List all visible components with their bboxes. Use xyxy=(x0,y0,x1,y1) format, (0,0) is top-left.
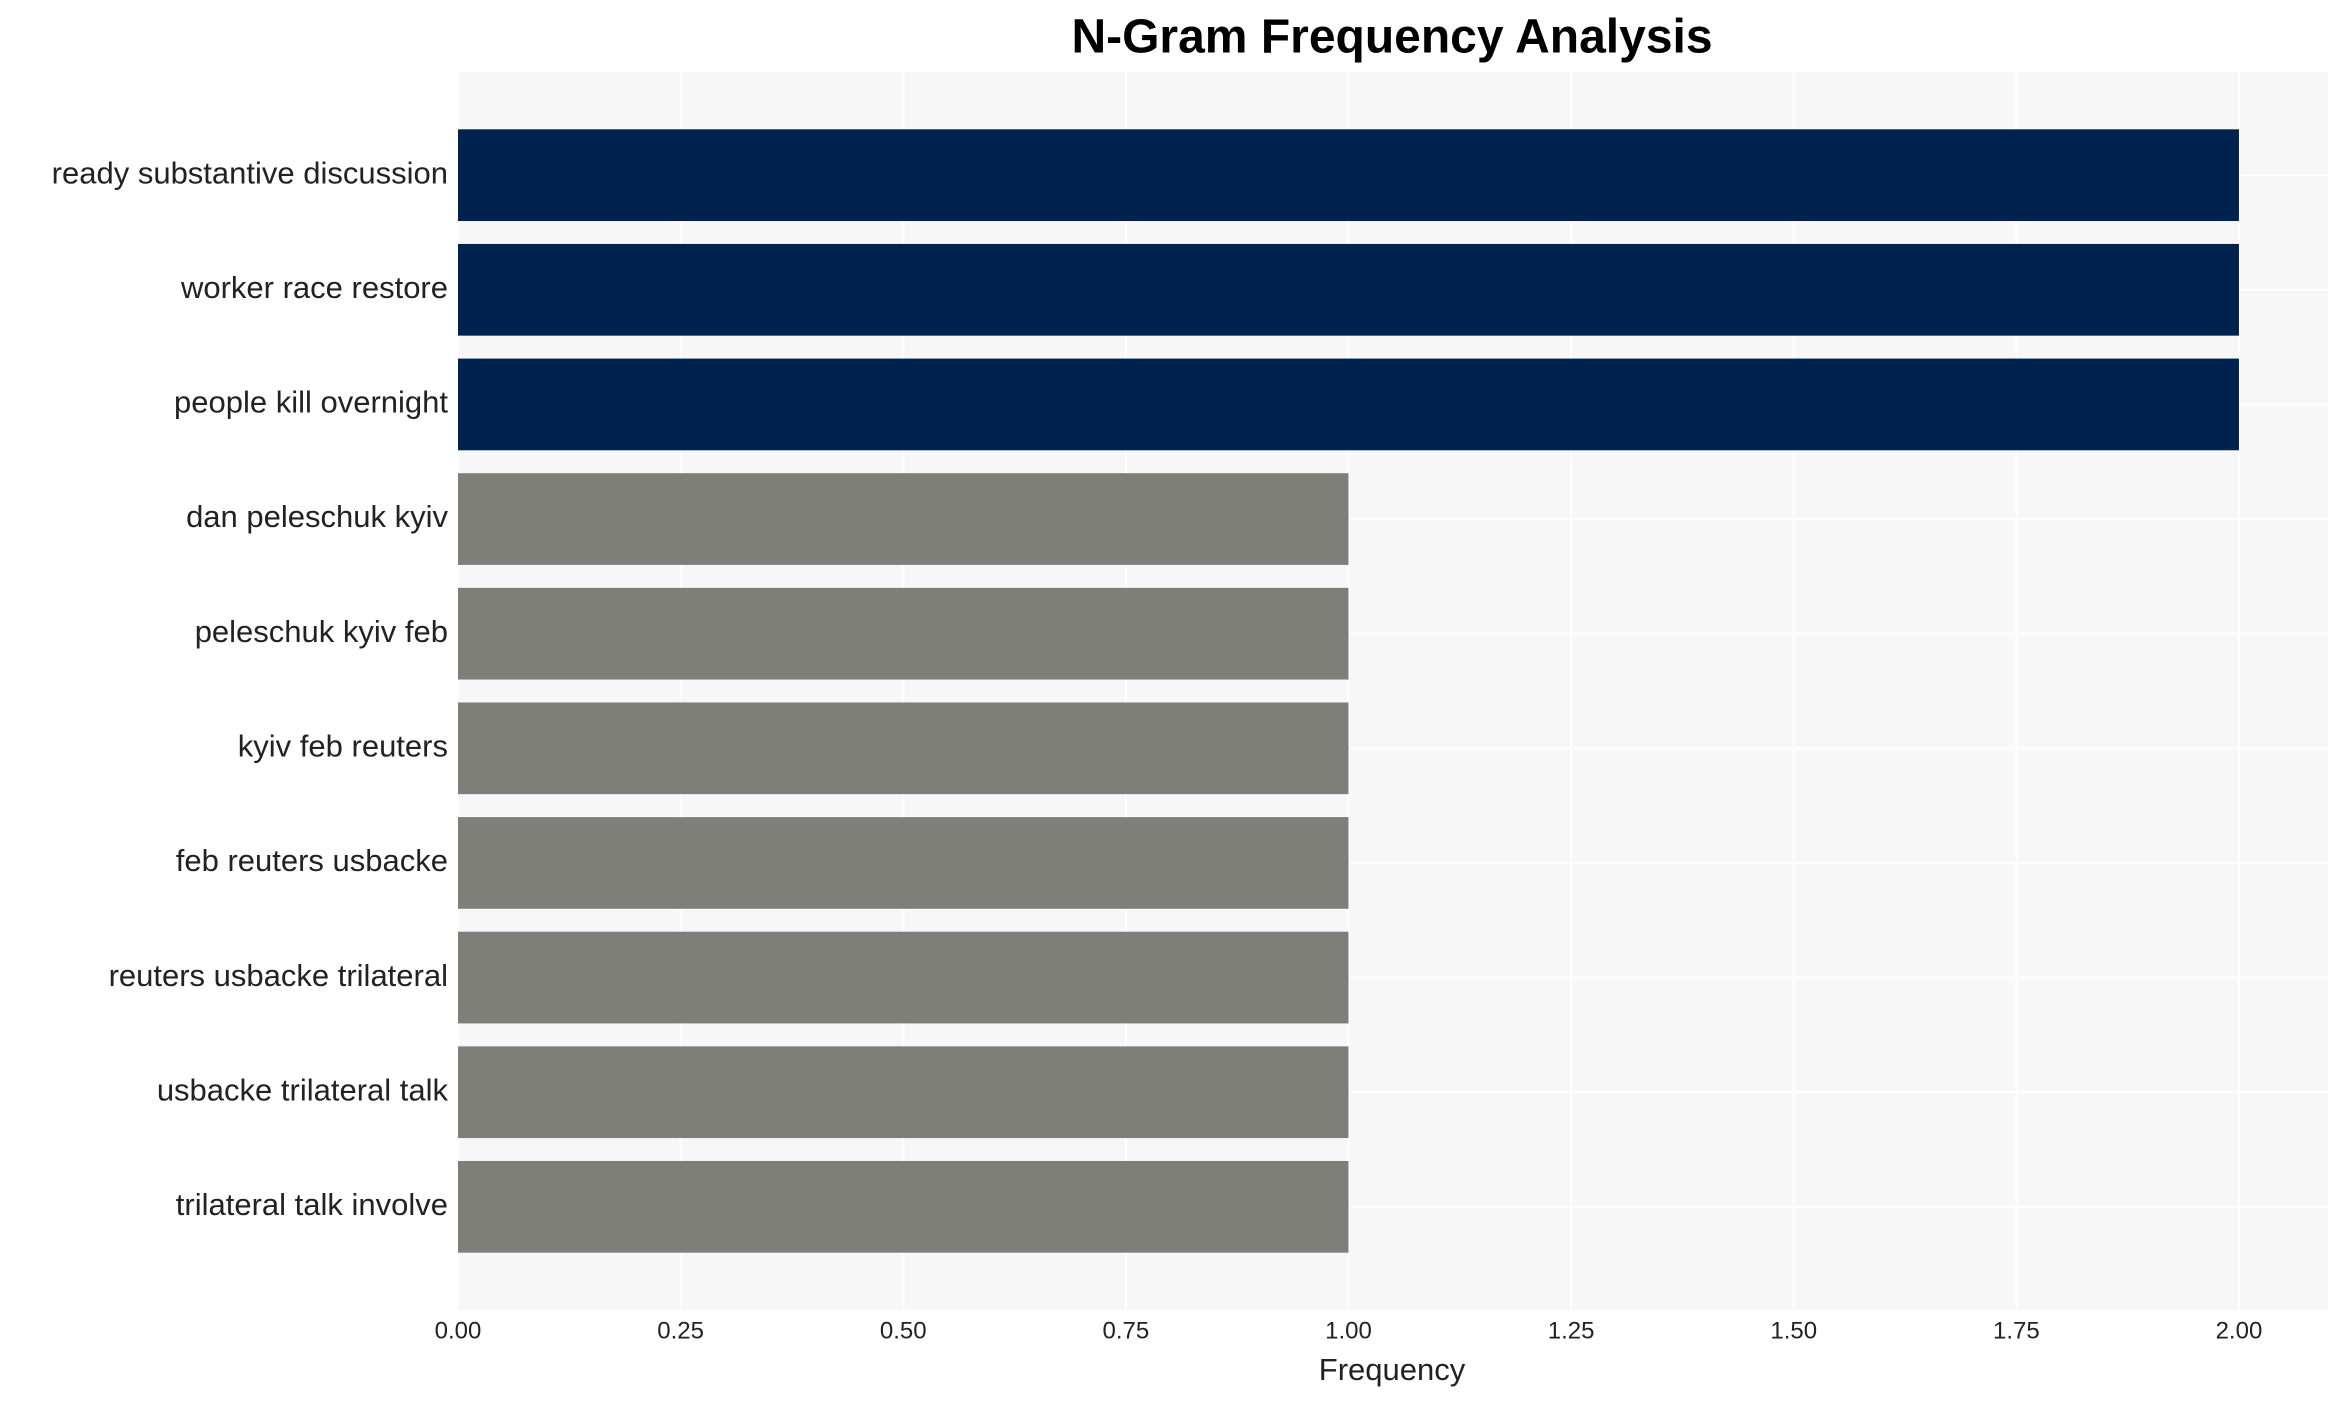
bar xyxy=(458,1160,1349,1253)
x-axis-label: Frequency xyxy=(1319,1352,1466,1387)
x-tick-label: 0.50 xyxy=(880,1317,927,1344)
y-tick-label: worker race restore xyxy=(180,270,448,305)
y-tick-label: ready substantive discussion xyxy=(52,155,448,190)
x-tick-label: 1.75 xyxy=(1993,1317,2040,1344)
x-tick-label: 1.50 xyxy=(1770,1317,1817,1344)
bar xyxy=(458,931,1349,1024)
y-tick-label: peleschuk kyiv feb xyxy=(195,614,448,649)
bar xyxy=(458,243,2239,336)
bar xyxy=(458,358,2239,451)
bar xyxy=(458,817,1349,909)
x-tick-label: 1.25 xyxy=(1548,1317,1595,1344)
chart-title: N-Gram Frequency Analysis xyxy=(1071,11,1712,64)
y-tick-label: trilateral talk involve xyxy=(176,1187,448,1222)
x-tick-label: 0.25 xyxy=(657,1317,704,1344)
x-tick-label: 0.00 xyxy=(435,1317,482,1344)
bar xyxy=(458,702,1349,795)
x-tick-label: 1.00 xyxy=(1325,1317,1372,1344)
y-tick-label: reuters usbacke trilateral xyxy=(109,958,448,993)
y-tick-label: kyiv feb reuters xyxy=(238,729,448,764)
x-tick-label: 2.00 xyxy=(2216,1317,2263,1344)
y-tick-label: dan peleschuk kyiv xyxy=(186,499,448,534)
bar xyxy=(458,1046,1349,1139)
y-tick-label: usbacke trilateral talk xyxy=(157,1072,449,1107)
y-tick-label: feb reuters usbacke xyxy=(176,843,448,878)
bar xyxy=(458,129,2239,222)
x-tick-label: 0.75 xyxy=(1102,1317,1149,1344)
bar xyxy=(458,587,1349,680)
y-tick-label: people kill overnight xyxy=(174,385,448,420)
bar xyxy=(458,473,1349,565)
